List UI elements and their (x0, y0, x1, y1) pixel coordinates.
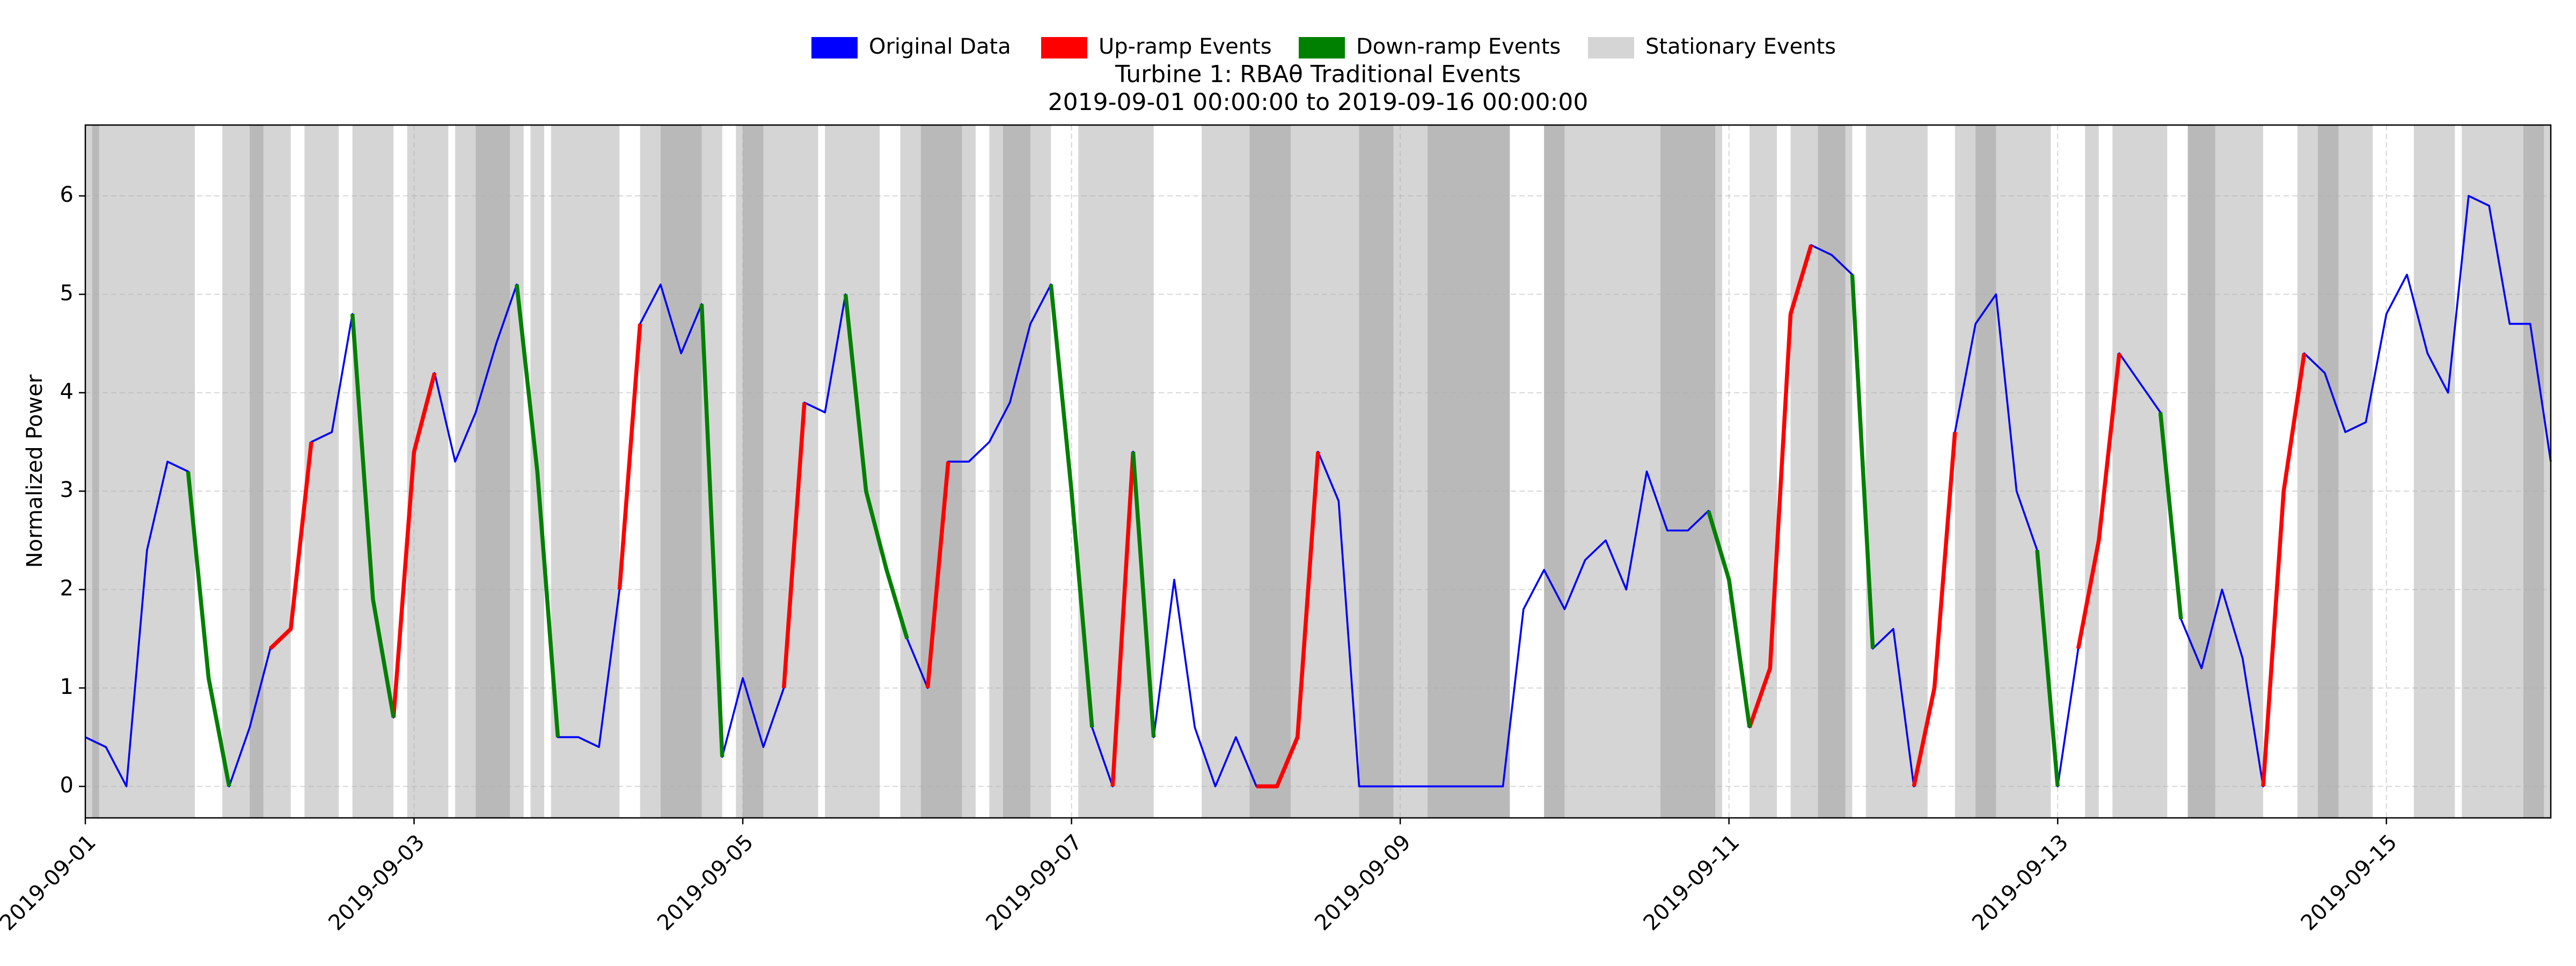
legend-label: Stationary Events (1645, 34, 1836, 59)
y-tick-label: 2 (60, 576, 74, 601)
stationary-span (743, 125, 764, 818)
stationary-span (1749, 125, 1777, 818)
legend-swatch (1588, 37, 1634, 58)
legend-swatch (811, 37, 858, 58)
stationary-span (352, 125, 394, 818)
legend-label: Up-ramp Events (1099, 34, 1272, 59)
x-tick-label: 2019-09-05 (653, 830, 758, 935)
stationary-span (304, 125, 339, 818)
stationary-span (1249, 125, 1291, 818)
stationary-span (475, 125, 510, 818)
series-line (186, 274, 2183, 787)
x-tick-label: 2019-09-11 (1639, 830, 1745, 935)
stationary-span (1818, 125, 1846, 818)
x-tick-label: 2019-09-13 (1967, 830, 2073, 935)
stationary-span (551, 125, 620, 818)
y-tick-label: 0 (60, 773, 74, 797)
series-line (269, 244, 2307, 789)
stationary-span (920, 125, 962, 818)
stationary-span (92, 125, 168, 818)
legend-item: Down-ramp Events (1299, 34, 1561, 59)
stationary-span (1955, 125, 2051, 818)
x-tick-label: 2019-09-03 (324, 830, 429, 935)
stationary-span (85, 125, 99, 818)
stationary-span (1544, 125, 1722, 818)
legend-item: Stationary Events (1588, 34, 1836, 59)
stationary-span (1660, 125, 1716, 818)
stationary-span (1002, 125, 1031, 818)
chart-title: Turbine 1: RBAθ Traditional Events (1115, 61, 1521, 88)
legend-swatch (1041, 37, 1087, 58)
stationary-span (455, 125, 524, 818)
stationary-span (2187, 125, 2215, 818)
stationary-span (167, 125, 195, 818)
stationary-span (1359, 125, 1510, 818)
x-tick-label: 2019-09-01 (0, 830, 101, 935)
y-tick-label: 6 (60, 182, 74, 207)
stationary-span (1428, 125, 1510, 818)
y-axis-label: Normalized Power (23, 374, 47, 568)
stationary-span (2523, 125, 2544, 818)
x-tick-label: 2019-09-07 (982, 830, 1087, 935)
stationary-span (1544, 125, 1565, 818)
stationary-span (1202, 125, 1394, 818)
chart-subtitle: 2019-09-01 00:00:00 to 2019-09-16 00:00:… (1048, 89, 1589, 116)
stationary-span (989, 125, 1051, 818)
stationary-span (250, 125, 264, 818)
y-tick-label: 4 (60, 379, 74, 404)
stationary-span (1975, 125, 1996, 818)
stationary-span (1790, 125, 1853, 818)
stationary-span (2462, 125, 2551, 818)
stationary-span (2318, 125, 2339, 818)
stationary-span (1865, 125, 1928, 818)
stationary-span (660, 125, 702, 818)
legend-item: Original Data (811, 34, 1011, 59)
legend-swatch (1299, 37, 1345, 58)
stationary-span (825, 125, 880, 818)
legend-item: Up-ramp Events (1041, 34, 1272, 59)
y-tick-label: 3 (60, 478, 74, 502)
plot-frame (84, 124, 2552, 819)
stationary-span (2112, 125, 2168, 818)
stationary-span (2297, 125, 2373, 818)
y-tick-label: 1 (60, 675, 74, 699)
stationary-span (900, 125, 976, 818)
legend-label: Down-ramp Events (1356, 34, 1561, 59)
legend-label: Original Data (869, 34, 1011, 59)
x-tick-label: 2019-09-15 (2296, 830, 2402, 935)
y-tick-label: 5 (60, 281, 74, 305)
x-tick-label: 2019-09-09 (1310, 830, 1416, 935)
stationary-span (2085, 125, 2099, 818)
stationary-span (2413, 125, 2455, 818)
